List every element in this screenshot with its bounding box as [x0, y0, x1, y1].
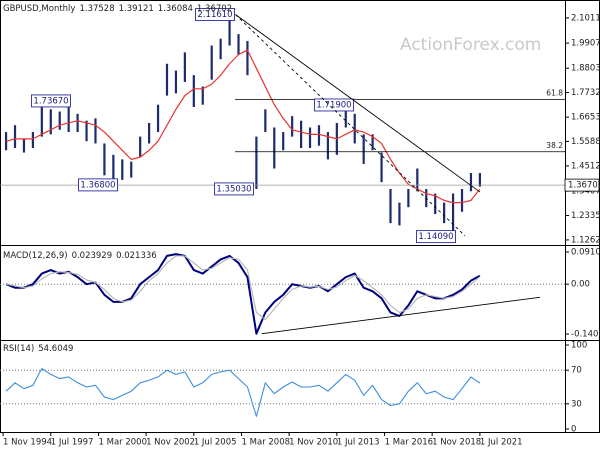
price-annotation-box — [31, 94, 71, 108]
series-line — [5, 253, 481, 335]
y-tick-label: 1.88035 — [571, 64, 600, 74]
x-tick-label: 1 Jul 2021 — [480, 438, 523, 448]
y-tick-label: 0.091015 — [571, 248, 600, 258]
y-tick-label: 2.10115 — [571, 13, 600, 23]
panel-title-value: 1.37528 — [79, 4, 114, 14]
price-annotation-box — [78, 178, 118, 192]
moving-average — [5, 49, 481, 204]
panel-title: RSI(14) 54.6049 — [3, 344, 73, 354]
x-tick-label: 1 Jul 1997 — [51, 438, 94, 448]
panel-title-value: 54.6049 — [38, 344, 73, 354]
panel-title-text: MACD(12,26,9) — [3, 251, 68, 261]
y-tick-label: 30 — [571, 399, 582, 409]
trendline — [261, 296, 541, 335]
fib-level-label: 38.2 — [546, 141, 563, 150]
price-annotation-box — [214, 182, 254, 196]
panel-title-value: 1.39121 — [119, 4, 154, 14]
panel-title-value: 0.021336 — [116, 251, 157, 261]
panel-title: GBPUSD,Monthly 1.37528 1.39121 1.36084 1.367… — [3, 4, 232, 14]
panel-title-value: 0.023929 — [72, 251, 113, 261]
series-line — [5, 367, 481, 417]
y-tick-label: 1.77325 — [571, 88, 600, 98]
price-annotation: 1.14090 — [418, 232, 453, 242]
panel-title-text: GBPUSD,Monthly — [3, 4, 75, 14]
panel-title-value: 1.36084 — [158, 4, 193, 14]
current-price-box — [564, 178, 600, 192]
x-tick-label: 1 Jul 2013 — [337, 438, 380, 448]
x-tick-label: 1 Nov 2018 — [432, 438, 481, 448]
current-price-label: 1.36702 — [568, 181, 600, 191]
y-tick-label: 1.23350 — [571, 211, 600, 221]
trendline — [235, 14, 466, 237]
y-tick-label: 1.12625 — [571, 235, 600, 245]
y-tick-label: 1.34075 — [571, 187, 600, 197]
y-tick-label: 1.45125 — [571, 161, 600, 171]
y-tick-label: 0.00 — [571, 280, 590, 290]
price-annotation: 1.71900 — [316, 100, 351, 110]
x-tick-label: 1 Nov 1994 — [3, 438, 52, 448]
price-annotation: 1.36800 — [80, 180, 115, 190]
y-tick-label: 0 — [571, 425, 576, 435]
y-tick-label: 1.55880 — [571, 137, 600, 147]
y-tick-label: 70 — [571, 366, 582, 376]
x-tick-label: 1 Mar 2008 — [242, 438, 290, 448]
y-tick-label: -0.140843 — [571, 330, 600, 340]
x-tick-label: 1 Jul 2005 — [194, 438, 237, 448]
price-annotation: 1.35030 — [216, 184, 251, 194]
x-tick-label: 1 Mar 2016 — [385, 438, 433, 448]
y-tick-label: 100 — [571, 341, 587, 351]
panel-title: MACD(12,26,9) 0.023929 0.021336 — [3, 251, 157, 261]
series-line — [5, 255, 481, 321]
x-tick-label: 1 Nov 2010 — [289, 438, 338, 448]
x-tick-label: 1 Nov 2002 — [146, 438, 195, 448]
frame — [0, 0, 566, 433]
price-annotation-box — [195, 8, 235, 21]
x-tick-label: 1 Mar 2000 — [99, 438, 147, 448]
price-annotation: 2.11610 — [197, 10, 232, 20]
fib-level-label: 61.8 — [546, 88, 563, 97]
price-annotation-box — [314, 98, 354, 112]
panel-title-value: 1.36702 — [197, 4, 232, 14]
panel-title-text: RSI(14) — [3, 344, 34, 354]
watermark: ActionForex.com — [400, 35, 541, 55]
y-tick-label: 1.99075 — [571, 39, 600, 49]
y-tick-label: 1.66535 — [571, 113, 600, 123]
trendline — [235, 14, 481, 193]
price-annotation: 1.73670 — [33, 96, 68, 106]
price-annotation-box — [416, 230, 456, 244]
